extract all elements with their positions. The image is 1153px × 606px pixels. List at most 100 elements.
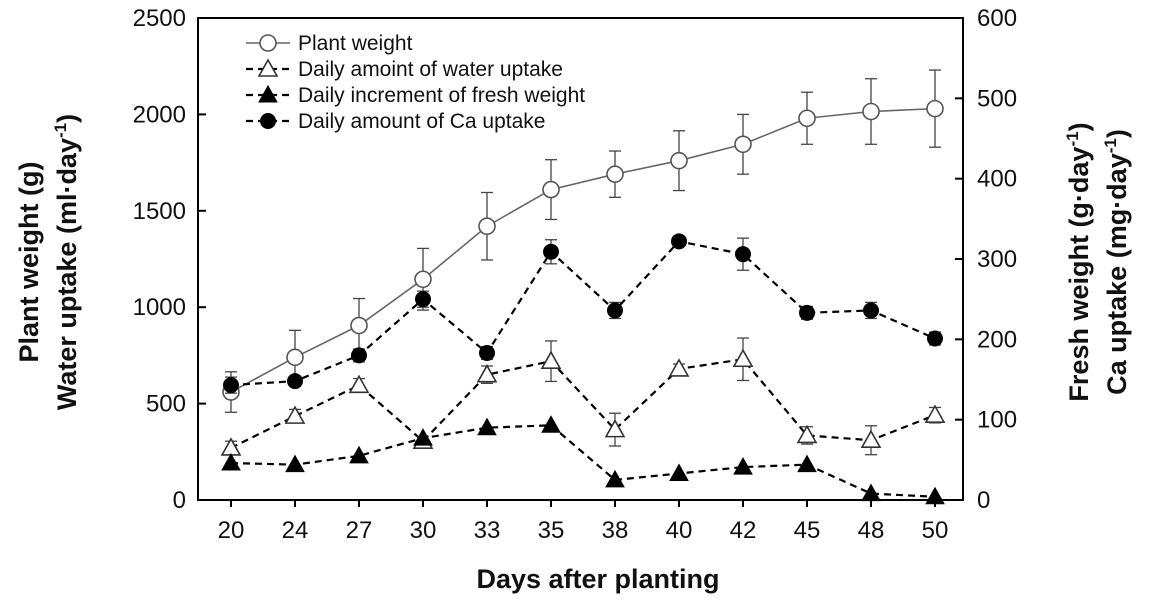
left-tick-label: 1000 — [133, 294, 186, 321]
data-point — [350, 316, 368, 335]
data-point — [476, 364, 498, 383]
right-tick-label: 600 — [977, 5, 1017, 32]
data-point — [414, 270, 432, 289]
data-point — [349, 445, 369, 464]
data-point — [863, 302, 879, 319]
right-axis-title-line1: Fresh weight (g·day-1) — [1063, 122, 1094, 401]
data-point — [735, 246, 751, 263]
data-point — [607, 302, 623, 319]
x-tick-label: 38 — [602, 517, 629, 544]
data-point — [285, 454, 305, 473]
left-axis-title-line1: Plant weight (g) — [14, 162, 44, 363]
x-tick-label: 35 — [538, 517, 565, 544]
data-point — [734, 135, 752, 154]
data-point — [220, 437, 242, 456]
left-tick-label: 2000 — [133, 101, 186, 128]
x-tick-label: 48 — [858, 517, 885, 544]
data-point — [415, 291, 431, 308]
x-tick-label: 20 — [218, 517, 245, 544]
series-1 — [222, 69, 944, 413]
legend-label: Daily amoint of water uptake — [298, 58, 563, 81]
right-tick-label: 0 — [977, 487, 990, 514]
data-point — [925, 486, 945, 505]
data-point — [258, 84, 278, 103]
series-line — [230, 424, 936, 498]
data-point — [924, 404, 946, 423]
data-point — [540, 350, 562, 369]
left-axis-ticks: 0 500 1000 1500 2000 2500 — [133, 5, 206, 514]
data-point — [223, 377, 239, 394]
data-point — [732, 348, 754, 368]
data-point — [351, 347, 367, 364]
data-point — [259, 34, 277, 52]
data-point — [606, 165, 624, 183]
data-point — [542, 180, 560, 199]
data-point — [668, 358, 690, 377]
data-point — [861, 483, 881, 502]
data-point — [478, 217, 496, 236]
data-point — [284, 405, 306, 424]
left-tick-label: 1500 — [133, 198, 186, 225]
x-tick-label: 27 — [346, 517, 373, 544]
data-point — [541, 415, 561, 433]
x-tick-label: 42 — [730, 517, 757, 544]
data-point — [413, 428, 433, 446]
legend-item-4: Daily amount of Ca uptake — [246, 110, 545, 133]
data-point — [257, 58, 279, 77]
data-point — [543, 243, 559, 260]
right-tick-label: 200 — [977, 326, 1017, 353]
legend-label: Plant weight — [298, 32, 413, 55]
data-point — [286, 348, 304, 367]
series-4 — [223, 233, 943, 394]
right-tick-label: 400 — [977, 166, 1017, 193]
right-axis-title-line2: Ca uptake (mg·day-1) — [1101, 129, 1132, 395]
legend-label: Daily increment of fresh weight — [298, 84, 585, 107]
data-point — [927, 330, 943, 347]
data-point — [479, 344, 495, 361]
legend-label: Daily amount of Ca uptake — [298, 110, 545, 133]
x-axis-ticks: 20 24 27 30 33 35 38 40 42 45 48 50 — [218, 500, 949, 544]
data-point — [926, 99, 944, 118]
legend: Plant weight Daily amoint of water uptake… — [246, 32, 585, 133]
x-tick-label: 45 — [794, 517, 821, 544]
x-tick-label: 50 — [922, 517, 949, 544]
series-line — [230, 107, 936, 393]
data-point — [604, 418, 626, 438]
data-point — [287, 373, 303, 390]
data-point — [733, 457, 753, 475]
data-point — [799, 304, 815, 321]
data-point — [605, 469, 625, 488]
left-axis-title-line2: Water uptake (ml·day-1) — [51, 114, 82, 410]
data-point — [221, 453, 241, 471]
x-tick-label: 30 — [410, 517, 437, 544]
data-point — [862, 102, 880, 121]
legend-item-2: Daily amoint of water uptake — [246, 58, 563, 81]
series-line — [230, 240, 936, 387]
series-line — [230, 358, 936, 449]
right-tick-label: 300 — [977, 246, 1017, 273]
left-tick-label: 0 — [173, 487, 186, 514]
x-tick-label: 40 — [666, 517, 693, 544]
x-axis-title: Days after planting — [476, 564, 719, 594]
data-point — [348, 374, 370, 394]
series-2 — [220, 337, 946, 456]
data-point — [670, 151, 688, 170]
x-tick-label: 33 — [474, 517, 501, 544]
right-axis-ticks: 0 100 200 300 400 500 600 — [955, 5, 1017, 514]
series-layer — [220, 69, 946, 505]
data-point — [260, 113, 276, 129]
right-tick-label: 500 — [977, 85, 1017, 112]
data-point — [477, 417, 497, 436]
x-tick-label: 24 — [282, 517, 309, 544]
data-point — [796, 424, 818, 444]
data-point — [671, 233, 687, 250]
data-point — [798, 109, 816, 128]
data-point — [797, 454, 817, 473]
left-tick-label: 2500 — [133, 5, 186, 32]
legend-item-3: Daily increment of fresh weight — [246, 84, 585, 107]
left-tick-label: 500 — [146, 391, 186, 418]
data-point — [669, 463, 689, 481]
data-point — [860, 429, 882, 449]
legend-item-1: Plant weight — [246, 32, 413, 55]
